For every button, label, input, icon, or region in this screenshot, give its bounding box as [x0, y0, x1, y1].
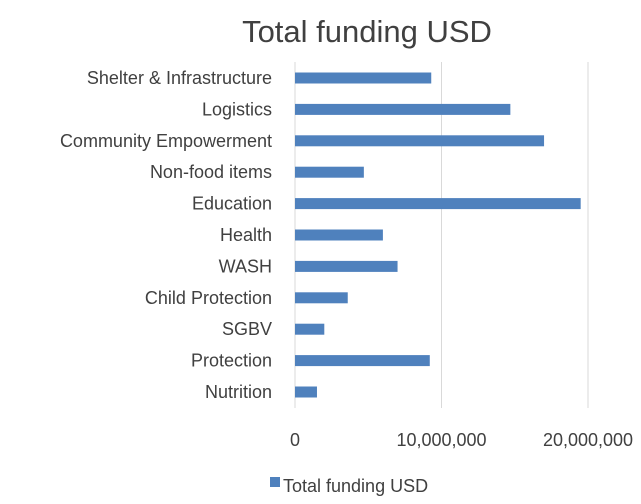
- legend-label: Total funding USD: [283, 476, 428, 496]
- legend-swatch: [270, 477, 280, 487]
- category-label: SGBV: [222, 319, 272, 339]
- category-label: WASH: [219, 256, 272, 276]
- bar: [295, 260, 398, 272]
- bar: [295, 229, 383, 241]
- bar: [295, 323, 325, 335]
- x-tick-label: 0: [290, 430, 300, 450]
- category-labels: Shelter & Infrastructure Logistics Communi…: [60, 68, 272, 402]
- x-tick-label: 10,000,000: [396, 430, 486, 450]
- bar: [295, 292, 348, 304]
- bar: [295, 103, 511, 115]
- chart-title: Total funding USD: [242, 14, 492, 49]
- category-label: Logistics: [202, 99, 272, 119]
- category-label: Child Protection: [145, 288, 272, 308]
- category-label: Health: [220, 225, 272, 245]
- x-tick-labels: 0 10,000,000 20,000,000: [290, 430, 633, 450]
- bar: [295, 198, 581, 210]
- bar: [295, 72, 432, 84]
- bars: [295, 72, 581, 398]
- category-label: Education: [192, 194, 272, 214]
- x-tick-label: 20,000,000: [543, 430, 633, 450]
- legend: Total funding USD: [270, 476, 428, 496]
- category-label: Protection: [191, 351, 272, 371]
- bar: [295, 135, 545, 147]
- bar: [295, 355, 430, 367]
- bar: [295, 166, 364, 178]
- category-label: Community Empowerment: [60, 131, 272, 151]
- bar: [295, 386, 317, 398]
- category-label: Nutrition: [205, 382, 272, 402]
- category-label: Non-food items: [150, 162, 272, 182]
- category-label: Shelter & Infrastructure: [87, 68, 272, 88]
